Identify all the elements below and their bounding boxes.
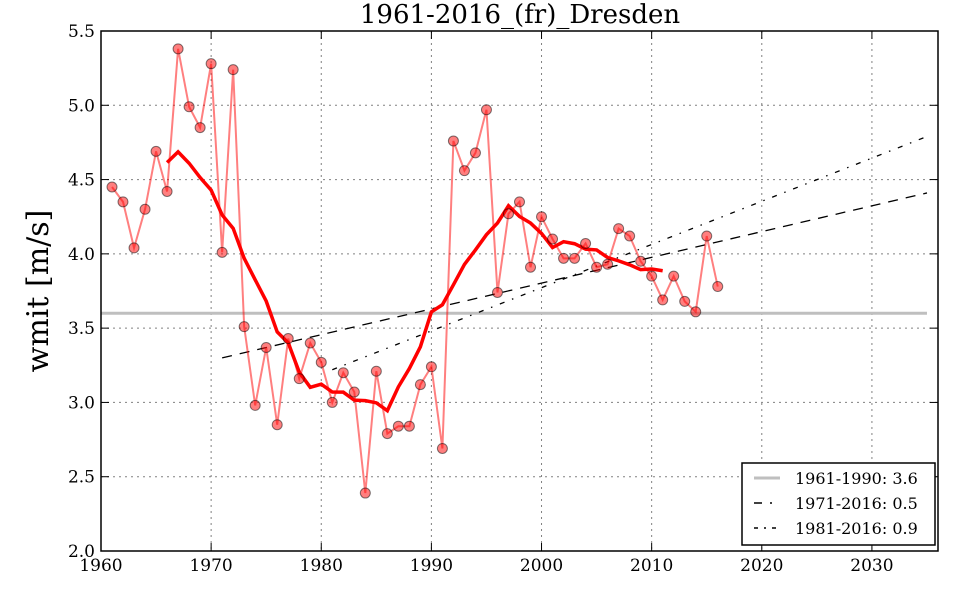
data-point (128, 242, 140, 254)
data-point (326, 396, 338, 408)
data-point (580, 237, 592, 249)
data-point (392, 420, 404, 432)
data-point (150, 145, 162, 157)
data-point (502, 208, 514, 220)
data-point (194, 122, 206, 134)
y-tick-label: 3.5 (68, 319, 95, 339)
legend: 1961-1990: 3.6 1971-2016: 0.5 1981-2016: 0… (741, 462, 936, 546)
data-point (227, 64, 239, 76)
data-point (425, 361, 437, 373)
data-point (646, 270, 658, 282)
data-point (458, 165, 470, 177)
data-point (249, 399, 261, 411)
data-point (469, 147, 481, 159)
plot-area-border (100, 30, 939, 552)
y-tick-label: 4.0 (68, 245, 95, 265)
x-tick-label: 1980 (300, 556, 343, 576)
ticks: 1960 1970 1980 1990 2000 2010 2020 2030 2.0 2.5 3.… (68, 22, 938, 576)
data-point (569, 252, 581, 264)
data-point (238, 321, 250, 333)
data-point (514, 196, 525, 208)
trend-line (332, 135, 928, 371)
data-point (624, 230, 636, 242)
data-point (337, 367, 349, 379)
y-tick-label: 4.5 (68, 171, 95, 191)
data-point (106, 181, 118, 193)
data-point (480, 104, 492, 116)
data-point (591, 261, 603, 273)
x-tick-label: 2020 (740, 556, 783, 576)
y-tick-label: 5.0 (68, 96, 95, 116)
data-point (558, 252, 570, 264)
data-point (657, 294, 669, 306)
data-point (205, 58, 217, 70)
data-point (679, 295, 691, 307)
y-tick-label: 2.0 (68, 542, 95, 562)
y-axis-label: wmit [m/s] (21, 210, 56, 373)
data-point (161, 185, 173, 197)
x-tick-label: 2010 (630, 556, 673, 576)
data-point (403, 420, 415, 432)
data-point (260, 341, 272, 353)
data-point (547, 233, 559, 245)
data-point (139, 203, 151, 215)
data-point (491, 286, 503, 298)
legend-label: 1961-1990: 3.6 (795, 469, 918, 488)
data-point (414, 379, 426, 391)
series (106, 43, 724, 499)
data-point (668, 270, 680, 282)
data-point (436, 442, 448, 454)
data-point (635, 255, 647, 267)
data-point (315, 356, 327, 368)
trend-line (221, 192, 928, 359)
data-point (271, 419, 283, 431)
data-point (282, 333, 294, 345)
y-tick-label: 3.0 (68, 393, 95, 413)
annual-values-line (111, 48, 719, 494)
data-point (117, 196, 129, 208)
data-point (293, 373, 305, 385)
data-point (216, 246, 228, 258)
legend-label: 1981-2016: 0.9 (795, 519, 918, 538)
y-tick-label: 5.5 (68, 22, 95, 42)
data-point (525, 261, 537, 273)
data-point (690, 306, 702, 318)
data-point (613, 223, 625, 235)
data-point (381, 428, 393, 440)
data-point (172, 43, 184, 55)
moving-average-line (165, 149, 663, 414)
plot-frame (100, 30, 939, 552)
x-tick-label: 1990 (410, 556, 453, 576)
data-point (447, 135, 459, 147)
data-point (701, 230, 713, 242)
data-point (304, 337, 316, 349)
data-point (602, 258, 614, 270)
data-point (712, 281, 724, 293)
x-tick-label: 1970 (189, 556, 232, 576)
chart-title: 1961-2016_(fr)_Dresden (360, 0, 680, 30)
data-point (348, 386, 360, 398)
x-tick-label: 2030 (850, 556, 893, 576)
data-point (370, 365, 382, 377)
x-tick-label: 1960 (79, 556, 122, 576)
data-point (536, 211, 548, 223)
legend-label: 1971-2016: 0.5 (795, 494, 918, 513)
y-tick-label: 2.5 (68, 468, 95, 488)
x-tick-label: 2000 (520, 556, 563, 576)
data-point (359, 487, 371, 499)
reference-lines (101, 135, 928, 371)
data-point (183, 101, 195, 113)
